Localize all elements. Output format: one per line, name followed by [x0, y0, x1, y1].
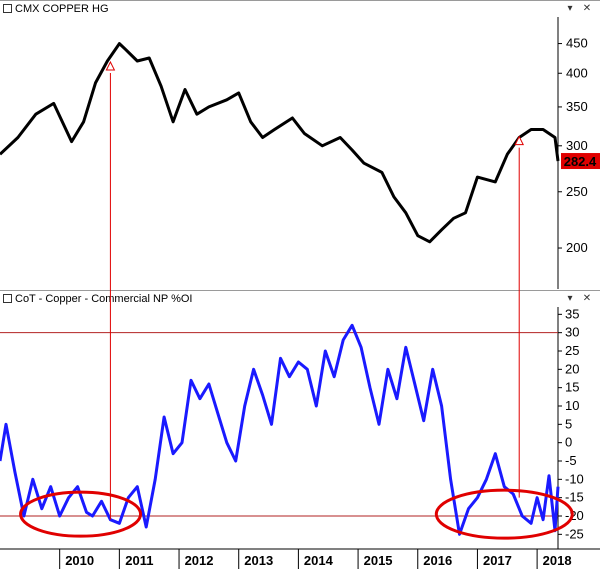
minimize-icon[interactable]: ▾ — [567, 293, 573, 304]
cot-panel: CoT - Copper - Commercial NP %OI ▾ ✕ — [0, 290, 600, 571]
x-tick-label: 2013 — [244, 553, 273, 568]
price-y-tick-label: 450 — [566, 36, 588, 51]
last-price-label: 282.4 — [564, 154, 597, 169]
price-series-line — [0, 42, 560, 244]
cot-y-tick-label: 15 — [565, 380, 579, 395]
x-tick-label: 2011 — [125, 553, 153, 568]
price-y-tick-label: 300 — [566, 138, 588, 153]
x-tick-label: 2016 — [423, 553, 452, 568]
cot-y-tick-label: -5 — [565, 453, 577, 468]
cot-y-tick-label: 0 — [565, 435, 572, 450]
highlight-ellipse-right — [434, 488, 574, 540]
price-y-tick-label: 400 — [566, 65, 588, 80]
cot-y-tick-label: -20 — [565, 508, 584, 523]
x-tick-label: 2014 — [304, 553, 334, 568]
cot-y-tick-label: 20 — [565, 361, 579, 376]
price-y-tick-label: 200 — [566, 240, 588, 255]
panel-collapse-icon[interactable] — [3, 294, 12, 303]
x-tick-label: 2018 — [543, 553, 572, 568]
cot-y-tick-label: -25 — [565, 526, 584, 541]
price-panel-title: CMX COPPER HG — [0, 1, 109, 17]
cot-y-tick-label: -15 — [565, 490, 584, 505]
price-y-tick-label: 250 — [566, 184, 588, 199]
panel-collapse-icon[interactable] — [3, 4, 12, 13]
minimize-icon[interactable]: ▾ — [567, 3, 573, 14]
cot-y-tick-label: 30 — [565, 325, 579, 340]
close-icon[interactable]: ✕ — [582, 293, 592, 304]
x-tick-label: 2012 — [185, 553, 214, 568]
x-tick-label: 2017 — [483, 553, 512, 568]
cot-series-line — [0, 323, 560, 536]
cot-y-tick-label: 10 — [565, 398, 579, 413]
highlight-ellipse-left — [19, 490, 143, 538]
x-tick-label: 2015 — [364, 553, 393, 568]
cot-panel-title: CoT - Copper - Commercial NP %OI — [0, 291, 192, 307]
price-y-tick-label: 350 — [566, 99, 588, 114]
close-icon[interactable]: ✕ — [582, 3, 592, 14]
price-panel-title-text: CMX COPPER HG — [15, 3, 109, 15]
annotation-arrow-head — [105, 60, 116, 71]
cot-panel-title-text: CoT - Copper - Commercial NP %OI — [15, 293, 193, 305]
x-tick-label: 2010 — [65, 553, 94, 568]
annotation-arrow-head — [514, 135, 525, 146]
cot-y-tick-label: 35 — [565, 306, 579, 321]
cot-y-tick-label: -10 — [565, 471, 584, 486]
price-panel: CMX COPPER HG ▾ ✕ — [0, 0, 600, 17]
last-price-badge — [561, 153, 600, 170]
cot-y-tick-label: 5 — [565, 416, 572, 431]
cot-y-tick-label: 25 — [565, 343, 579, 358]
